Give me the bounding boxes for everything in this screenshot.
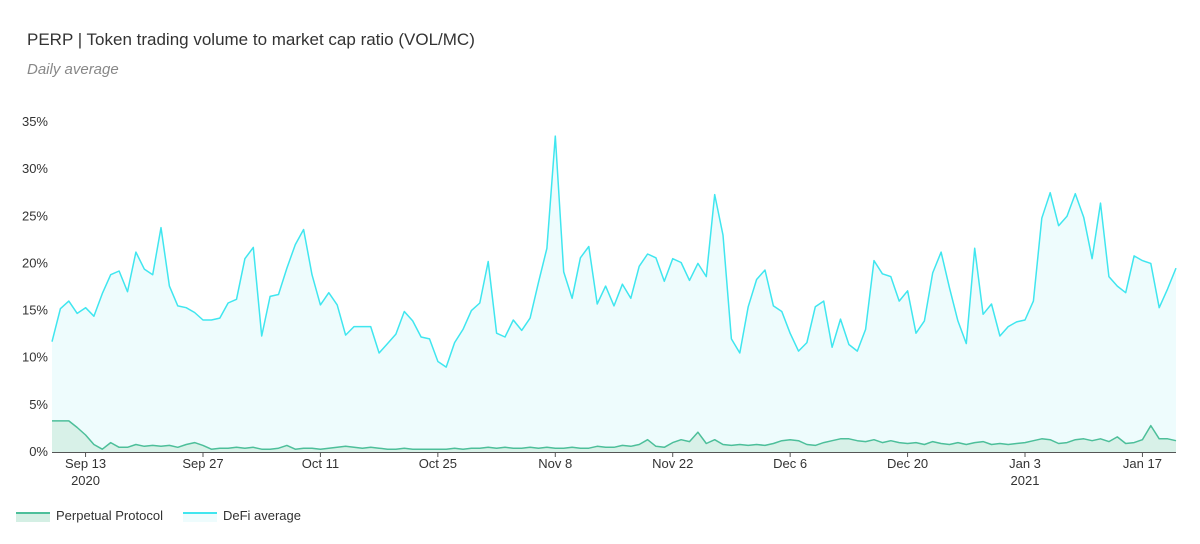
legend-item-perpetual-protocol[interactable]: Perpetual Protocol [16, 508, 163, 523]
y-tick-label: 10% [22, 350, 48, 365]
y-tick-label: 35% [22, 114, 48, 129]
x-tick-label: Sep 13 [65, 456, 106, 471]
legend-swatch-perpetual-protocol [16, 510, 50, 522]
x-tick-label: Jan 3 [1009, 456, 1041, 471]
area-perpetual-protocol [52, 420, 1176, 452]
y-tick-label: 25% [22, 208, 48, 223]
area-defi-average [52, 136, 1176, 452]
y-tick-label: 30% [22, 161, 48, 176]
y-axis: 0% 5% 10% 15% 20% 25% 30% 35% [22, 114, 48, 459]
x-axis: Sep 13 2020 Sep 27 Oct 11 Oct 25 Nov 8 Nov 22 D… [52, 452, 1176, 488]
y-tick-label: 15% [22, 303, 48, 318]
x-tick-label: Jan 17 [1123, 456, 1162, 471]
y-tick-label: 20% [22, 255, 48, 270]
series-layer [51, 135, 1177, 452]
legend-label-perpetual-protocol: Perpetual Protocol [56, 508, 163, 523]
legend-item-defi-average[interactable]: DeFi average [182, 508, 301, 523]
x-tick-label: Oct 11 [302, 456, 339, 471]
x-tick-label: Sep 27 [182, 456, 223, 471]
x-tick-label: Oct 25 [419, 456, 457, 471]
line-defi-average[interactable] [51, 135, 1177, 368]
x-tick-label: Dec 20 [887, 456, 928, 471]
x-tick-label: Dec 6 [773, 456, 807, 471]
x-tick-label: Nov 8 [538, 456, 572, 471]
x-tick-year-label: 2021 [1011, 473, 1040, 488]
line-perpetual-protocol[interactable] [52, 420, 1177, 450]
x-tick-label: Nov 22 [652, 456, 693, 471]
chart-title: PERP | Token trading volume to market ca… [27, 30, 475, 49]
y-tick-label: 0% [29, 444, 48, 459]
legend-label-defi-average: DeFi average [222, 508, 301, 523]
chart-subtitle: Daily average [27, 61, 119, 78]
legend: Perpetual Protocol DeFi average [16, 508, 321, 523]
y-tick-label: 5% [29, 397, 48, 412]
x-tick-year-label: 2020 [71, 473, 100, 488]
legend-swatch-defi-average [182, 510, 217, 522]
